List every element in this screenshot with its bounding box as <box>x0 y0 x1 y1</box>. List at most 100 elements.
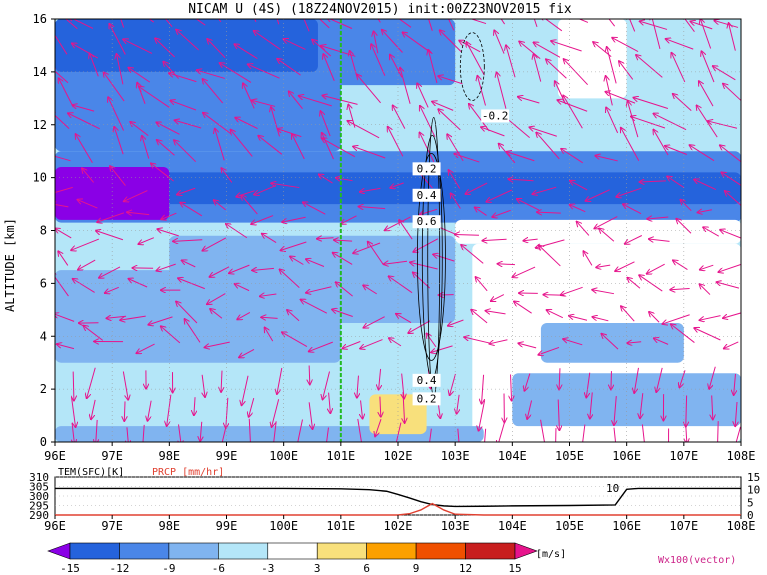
wind-vector <box>647 263 665 274</box>
x-tick-label: 107E <box>669 449 698 463</box>
y-tick-label: 0 <box>40 435 47 449</box>
wind-vector <box>389 276 413 294</box>
wind-vector <box>702 51 715 83</box>
wind-vector <box>142 424 145 442</box>
x-tick-label: 104E <box>498 449 527 463</box>
wind-vector <box>438 76 463 85</box>
wind-vector <box>109 24 126 55</box>
shade-region <box>558 19 627 99</box>
wind-vector <box>694 328 721 341</box>
contour-label-bg <box>412 162 441 176</box>
vector-label: Wx100(vector) <box>658 555 736 566</box>
wind-vector <box>428 50 438 84</box>
wind-vector <box>700 19 712 49</box>
wind-vector <box>82 168 94 183</box>
colorbar-level: 3 <box>314 562 321 575</box>
wind-vector <box>649 239 670 241</box>
wind-vector <box>533 54 542 82</box>
x-tick-label: 98E <box>158 449 180 463</box>
wind-vector <box>220 63 252 83</box>
wind-vector <box>721 172 741 186</box>
contour-line-negative <box>459 32 485 101</box>
wind-vector <box>506 45 516 78</box>
wind-vector <box>117 54 124 85</box>
wind-vector <box>440 30 462 52</box>
colorbar-unit: [m/s] <box>536 549 566 560</box>
wind-vector <box>390 55 403 78</box>
wind-vector <box>396 314 412 323</box>
wind-vector <box>283 39 306 50</box>
wind-vector <box>195 19 206 26</box>
wind-vector <box>319 174 333 184</box>
wind-vector <box>720 145 741 163</box>
wind-vector <box>540 419 545 442</box>
wind-vector <box>277 367 283 394</box>
tem-line <box>55 487 741 508</box>
wind-vector <box>420 106 436 138</box>
wind-vector <box>242 375 249 405</box>
wind-vector <box>433 254 455 262</box>
wind-vector <box>390 182 404 188</box>
wind-vector <box>482 239 507 240</box>
wind-vector <box>333 253 353 265</box>
wind-vector <box>371 44 386 76</box>
wind-vector <box>251 215 274 225</box>
surface-panel: TEM(SFC)[K] PRCP [mm/hr] 10 290295300305… <box>29 467 760 533</box>
wind-vector <box>651 19 661 49</box>
wind-vector <box>389 338 402 347</box>
wind-vector <box>252 268 274 270</box>
wind-vector <box>475 207 487 216</box>
wind-vector <box>382 30 403 53</box>
wind-vector <box>454 154 480 163</box>
wind-vector <box>55 155 71 162</box>
wind-vector <box>127 427 129 442</box>
wind-vector <box>498 264 515 265</box>
wind-vector <box>357 375 359 398</box>
wind-vector <box>399 220 413 240</box>
wind-vector <box>640 181 666 182</box>
wind-vector <box>466 182 488 194</box>
wind-vector <box>498 422 505 442</box>
wind-vector <box>176 30 199 51</box>
wind-vector <box>640 21 668 30</box>
x-tick-label: 96E <box>44 449 66 463</box>
wind-vector <box>627 342 642 343</box>
wind-vector <box>323 54 335 82</box>
grid-lines <box>55 19 741 442</box>
wind-vector <box>271 183 300 189</box>
wind-vector <box>128 68 151 83</box>
wind-vector <box>569 316 588 321</box>
wind-vector <box>536 133 560 160</box>
wind-vector <box>679 370 686 387</box>
wind-vector <box>317 238 334 239</box>
wind-vector <box>234 44 258 60</box>
prcp-line <box>55 502 741 516</box>
wind-vector <box>280 269 300 289</box>
wind-vector <box>392 19 412 28</box>
wind-vector <box>261 317 278 318</box>
surface-annotation: 10 <box>606 482 619 495</box>
wind-vector <box>735 426 741 442</box>
wind-vector <box>139 87 171 109</box>
wind-vector <box>451 193 461 209</box>
wind-vector <box>197 70 225 79</box>
wind-vector <box>586 372 591 398</box>
wind-vector <box>221 370 222 392</box>
x-tick-label: 97E <box>101 449 123 463</box>
wind-vector <box>735 401 737 426</box>
wind-vector <box>170 101 197 111</box>
wind-vector <box>254 184 277 194</box>
wind-vector <box>360 339 383 349</box>
wind-vector <box>656 367 663 392</box>
wind-vector <box>590 392 592 418</box>
wind-vector <box>729 23 736 51</box>
contour-label: 0.2 <box>417 392 437 405</box>
wind-vector <box>200 421 202 441</box>
wind-vector <box>76 134 93 164</box>
wind-vector <box>676 219 692 234</box>
wind-vector <box>322 138 356 158</box>
wind-vector <box>709 366 716 389</box>
wind-vector <box>83 326 104 341</box>
surface-x-tick-label: 102E <box>384 519 413 533</box>
wind-vector <box>114 127 124 155</box>
